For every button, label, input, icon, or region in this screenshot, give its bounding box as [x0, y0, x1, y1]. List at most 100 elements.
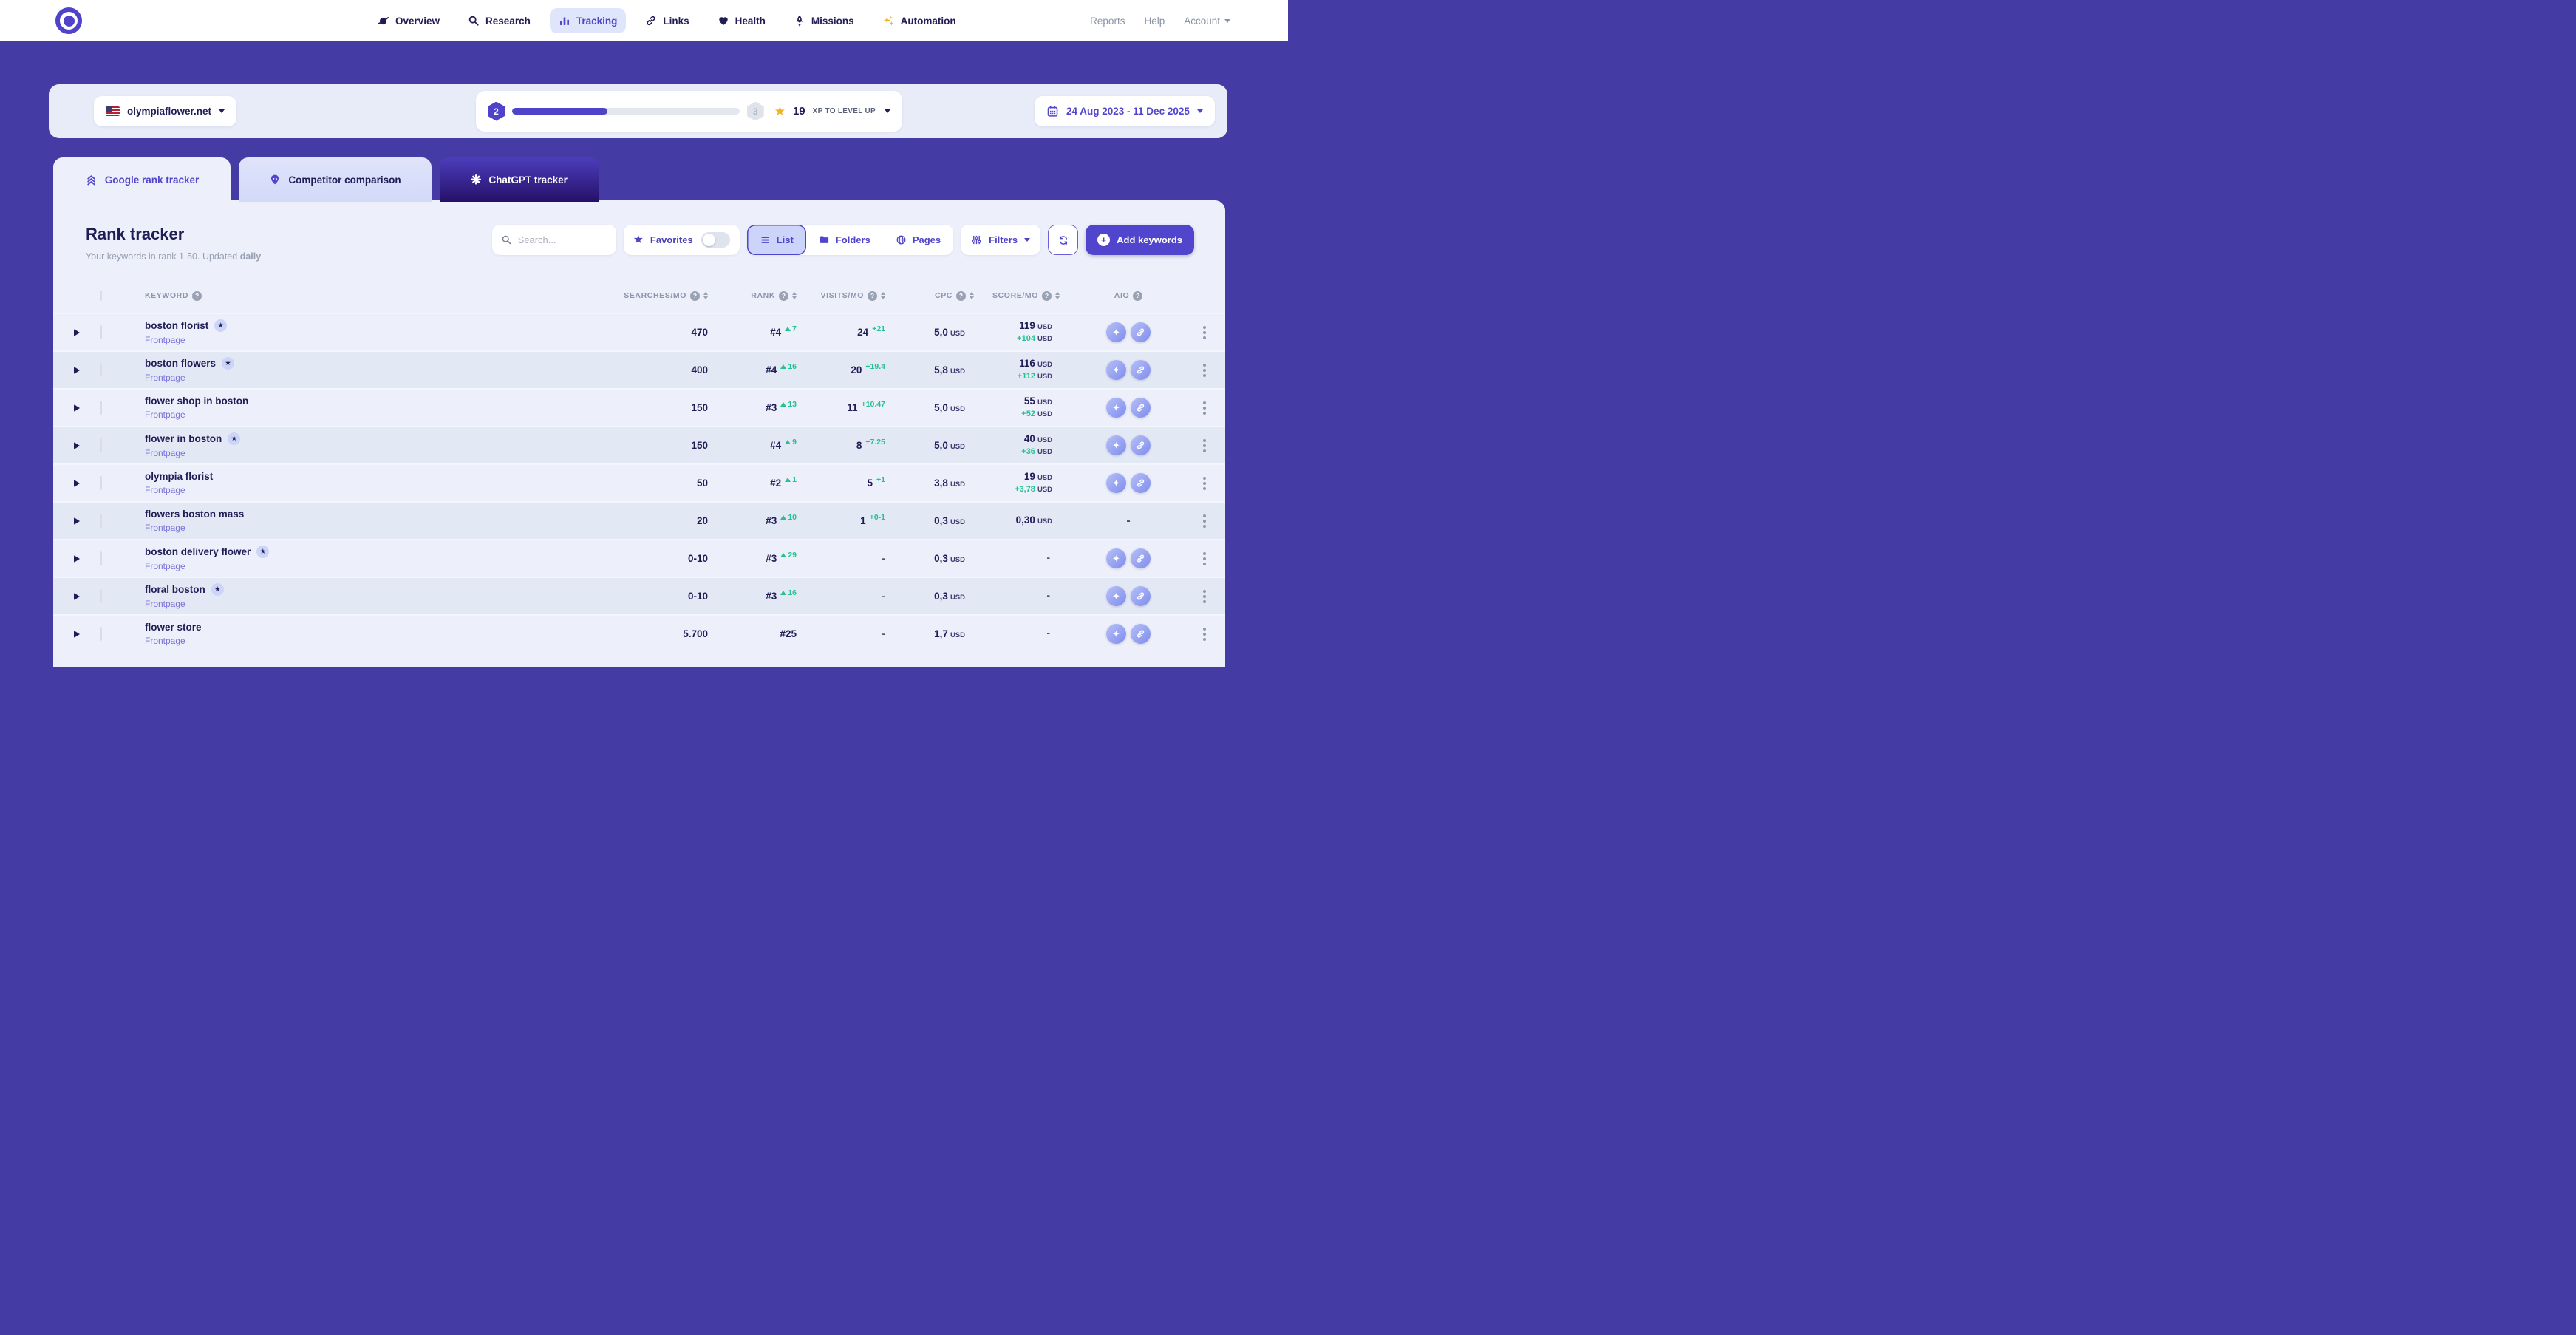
row-menu-button[interactable] [1184, 325, 1225, 339]
sort-icon[interactable] [1055, 292, 1060, 299]
row-menu-button[interactable] [1184, 476, 1225, 490]
help-icon[interactable]: ? [192, 291, 202, 301]
favorite-badge[interactable]: ★ [214, 319, 228, 332]
link-button[interactable] [1131, 360, 1151, 380]
link-button[interactable] [1131, 473, 1151, 493]
expand-row-arrow[interactable] [74, 517, 80, 525]
search-field[interactable] [491, 225, 616, 255]
view-list[interactable]: List [746, 225, 806, 255]
view-folders[interactable]: Folders [806, 225, 883, 255]
row-menu-button[interactable] [1184, 401, 1225, 415]
link-button[interactable] [1131, 624, 1151, 644]
sort-icon[interactable] [970, 292, 974, 299]
account-menu[interactable]: Account [1184, 16, 1230, 27]
domain-selector[interactable]: olympiaflower.net [94, 96, 237, 126]
brand-logo[interactable] [55, 7, 82, 34]
row-checkbox[interactable] [100, 400, 102, 415]
link-button[interactable] [1131, 548, 1151, 568]
help-icon[interactable]: ? [868, 291, 877, 301]
xp-progress-card[interactable]: 2 3 ★ 19 XP TO LEVEL UP [476, 91, 902, 132]
favorite-badge[interactable]: ★ [256, 546, 270, 558]
ai-overview-button[interactable]: ✦ [1106, 624, 1126, 644]
date-range-value: 24 Aug 2023 - 11 Dec 2025 [1066, 106, 1190, 117]
col-rank[interactable]: RANK ? [726, 291, 814, 301]
row-checkbox[interactable] [100, 475, 102, 490]
sort-icon[interactable] [792, 292, 797, 299]
ai-overview-button[interactable]: ✦ [1106, 360, 1126, 380]
nav-item-automation[interactable]: Automation [873, 8, 965, 34]
expand-row-arrow[interactable] [74, 554, 80, 563]
nav-item-overview[interactable]: Overview [368, 8, 449, 34]
row-checkbox[interactable] [100, 551, 102, 565]
row-menu-button[interactable] [1184, 551, 1225, 565]
favorites-toggle[interactable] [701, 232, 730, 248]
ai-overview-button[interactable]: ✦ [1106, 435, 1126, 455]
row-menu-button[interactable] [1184, 627, 1225, 641]
expand-row-arrow[interactable] [74, 366, 80, 374]
keyword-name: boston flowers [145, 358, 217, 369]
ai-overview-button[interactable]: ✦ [1106, 322, 1126, 342]
expand-row-arrow[interactable] [74, 630, 80, 638]
col-cpc[interactable]: CPC ? [903, 291, 992, 301]
tab-competitor-comparison[interactable]: Competitor comparison [239, 157, 432, 202]
favorites-filter[interactable]: ★ Favorites [623, 225, 740, 255]
nav-item-tracking[interactable]: Tracking [549, 8, 627, 33]
nav-item-links[interactable]: Links [636, 8, 698, 33]
ai-overview-button[interactable]: ✦ [1106, 586, 1126, 606]
expand-row-arrow[interactable] [74, 479, 80, 487]
row-checkbox[interactable] [100, 626, 102, 641]
help-icon[interactable]: ? [779, 291, 788, 301]
expand-row-arrow[interactable] [74, 404, 80, 412]
help-icon[interactable]: ? [956, 291, 966, 301]
help-link[interactable]: Help [1144, 15, 1165, 27]
help-icon[interactable]: ? [690, 291, 700, 301]
row-checkbox[interactable] [100, 513, 102, 528]
star-icon: ★ [633, 233, 644, 246]
nav-item-health[interactable]: Health [709, 8, 774, 33]
col-searches[interactable]: SEARCHES/MO ? [615, 291, 726, 301]
row-menu-button[interactable] [1184, 589, 1225, 603]
tab-google-rank-tracker[interactable]: Google rank tracker [53, 157, 231, 202]
tab-chatgpt-tracker[interactable]: ❋ ChatGPT tracker [440, 157, 599, 202]
link-button[interactable] [1131, 586, 1151, 606]
link-button[interactable] [1131, 435, 1151, 455]
favorite-badge[interactable]: ★ [228, 432, 241, 445]
expand-row-arrow[interactable] [74, 592, 80, 600]
sort-icon[interactable] [703, 292, 708, 299]
ai-overview-button[interactable]: ✦ [1106, 548, 1126, 568]
col-visits[interactable]: VISITS/MO ? [814, 291, 903, 301]
expand-row-arrow[interactable] [74, 328, 80, 336]
search-input[interactable] [517, 234, 599, 245]
table-row: flower store Frontpage 5.700 #25 - 1,7 US… [53, 614, 1225, 652]
table-header: KEYWORD ? SEARCHES/MO ? RANK ? VISITS/MO… [53, 279, 1225, 313]
nav-item-missions[interactable]: Missions [785, 8, 863, 33]
nav-item-research[interactable]: Research [459, 8, 539, 33]
help-icon[interactable]: ? [1133, 291, 1143, 301]
date-range-picker[interactable]: 24 Aug 2023 - 11 Dec 2025 [1035, 96, 1215, 126]
favorite-badge[interactable]: ★ [222, 357, 235, 370]
row-checkbox[interactable] [100, 588, 102, 603]
link-button[interactable] [1131, 322, 1151, 342]
row-checkbox[interactable] [100, 325, 102, 339]
ai-overview-button[interactable]: ✦ [1106, 398, 1126, 418]
reports-link[interactable]: Reports [1090, 15, 1125, 27]
expand-row-arrow[interactable] [74, 441, 80, 449]
select-all-checkbox[interactable] [100, 291, 102, 301]
row-menu-button[interactable] [1184, 363, 1225, 377]
link-button[interactable] [1131, 398, 1151, 418]
refresh-button[interactable] [1048, 225, 1079, 255]
row-checkbox[interactable] [100, 438, 102, 452]
ai-overview-button[interactable]: ✦ [1106, 473, 1126, 493]
row-menu-button[interactable] [1184, 438, 1225, 452]
sort-icon[interactable] [881, 292, 885, 299]
chevron-down-icon[interactable] [885, 109, 890, 113]
add-keywords-button[interactable]: + Add keywords [1086, 225, 1194, 255]
help-icon[interactable]: ? [1042, 291, 1052, 301]
row-checkbox[interactable] [100, 362, 102, 377]
view-pages[interactable]: Pages [883, 225, 953, 255]
favorite-badge[interactable]: ★ [211, 583, 224, 596]
filters-button[interactable]: Filters [961, 225, 1041, 255]
row-menu-button[interactable] [1184, 514, 1225, 528]
col-score[interactable]: SCORE/MO ? [992, 291, 1073, 301]
trend-up-icon [780, 590, 787, 595]
